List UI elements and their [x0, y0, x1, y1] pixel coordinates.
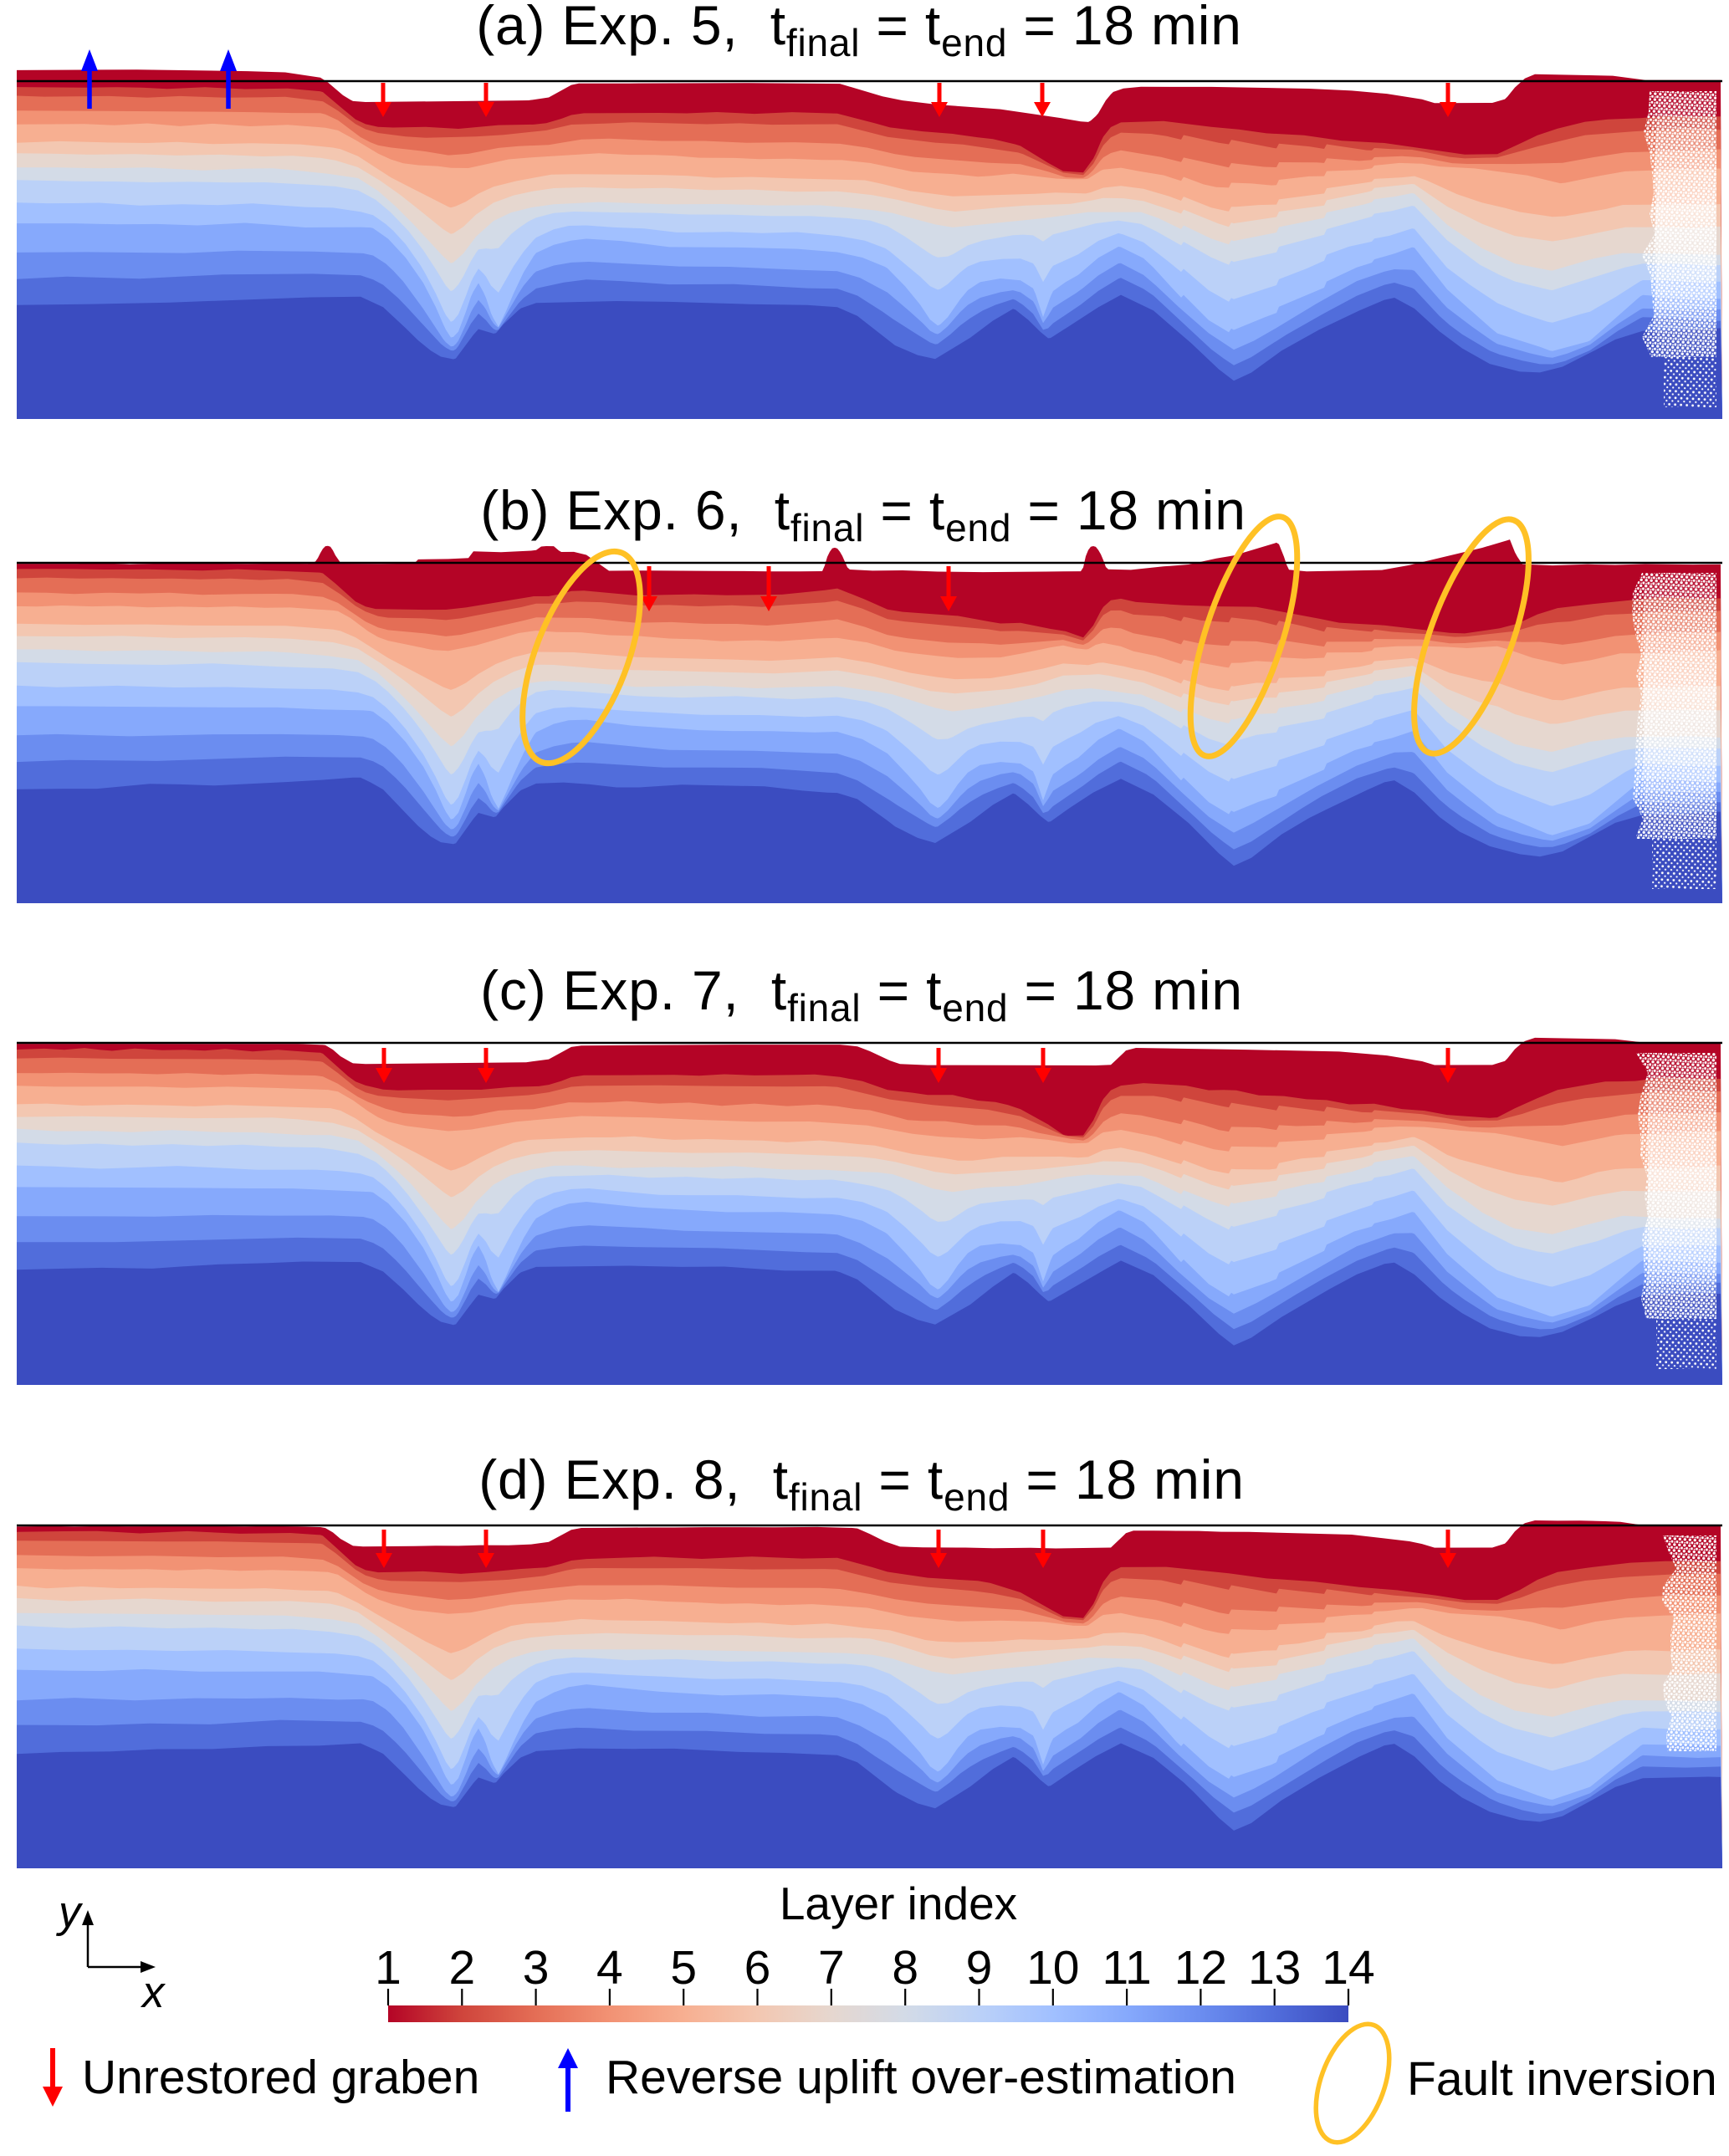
svg-text:2: 2: [448, 1941, 475, 1995]
svg-text:12: 12: [1174, 1941, 1227, 1995]
svg-text:Unrestored graben: Unrestored graben: [82, 2051, 479, 2104]
svg-text:5: 5: [670, 1941, 697, 1995]
svg-text:(c) Exp. 7, tfinal = tend = 1: (c) Exp. 7, tfinal = tend = 18 min: [480, 959, 1243, 1029]
svg-text:9: 9: [966, 1941, 993, 1995]
svg-text:Reverse uplift over-estimation: Reverse uplift over-estimation: [606, 2051, 1236, 2104]
svg-text:3: 3: [523, 1941, 550, 1995]
svg-text:7: 7: [818, 1941, 845, 1995]
svg-text:x: x: [140, 1968, 166, 2017]
svg-text:11: 11: [1102, 1941, 1152, 1995]
svg-text:14: 14: [1322, 1941, 1374, 1995]
svg-text:Layer index: Layer index: [780, 1878, 1017, 1929]
svg-text:4: 4: [596, 1941, 623, 1995]
svg-text:6: 6: [744, 1941, 771, 1995]
svg-text:Fault inversion: Fault inversion: [1407, 2052, 1717, 2106]
svg-text:1: 1: [375, 1941, 402, 1995]
svg-text:8: 8: [892, 1941, 918, 1995]
svg-text:y: y: [56, 1888, 84, 1937]
svg-text:10: 10: [1026, 1941, 1079, 1995]
svg-text:13: 13: [1248, 1941, 1301, 1995]
